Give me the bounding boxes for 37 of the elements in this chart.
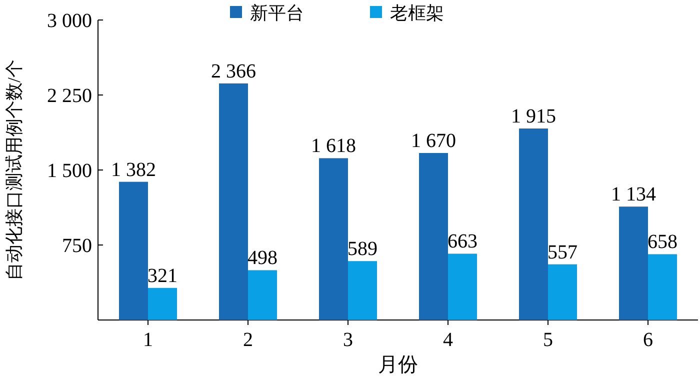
y-axis-title: 自动化接口测试用例个数/个: [4, 59, 24, 281]
bar: [519, 128, 548, 320]
legend-label: 新平台: [250, 3, 304, 23]
data-label: 1 134: [611, 184, 656, 206]
data-label: 557: [548, 241, 578, 264]
data-label: 2 366: [211, 60, 256, 82]
data-label: 1 618: [311, 135, 356, 158]
data-label: 321: [148, 264, 178, 287]
bar: [419, 153, 448, 320]
bar: [148, 288, 177, 320]
x-axis-title: 月份: [378, 354, 418, 376]
bar: [548, 264, 577, 320]
x-tick-label: 4: [443, 329, 453, 351]
bar: [248, 270, 277, 320]
data-label: 1 382: [111, 158, 156, 181]
y-tick-label: 750: [62, 235, 92, 257]
y-tick-label: 2 250: [47, 85, 92, 107]
x-tick-label: 1: [143, 329, 153, 351]
legend-label: 老框架: [390, 3, 444, 23]
bar: [648, 254, 677, 320]
data-label: 658: [648, 231, 678, 254]
bar: [448, 254, 477, 320]
bar: [619, 206, 648, 320]
bar: [119, 182, 148, 320]
bar: [219, 83, 248, 320]
bar: [319, 158, 348, 320]
data-label: 1 915: [511, 106, 556, 128]
x-tick-label: 5: [543, 329, 553, 351]
x-tick-label: 6: [643, 329, 653, 351]
bar: [348, 261, 377, 320]
data-label: 589: [348, 238, 378, 260]
y-tick-label: 1 500: [47, 160, 92, 182]
y-tick-label: 3 000: [47, 10, 92, 32]
x-tick-label: 2: [243, 329, 253, 351]
data-label: 1 670: [411, 130, 456, 152]
x-tick-label: 3: [343, 329, 353, 351]
data-label: 663: [448, 230, 478, 253]
